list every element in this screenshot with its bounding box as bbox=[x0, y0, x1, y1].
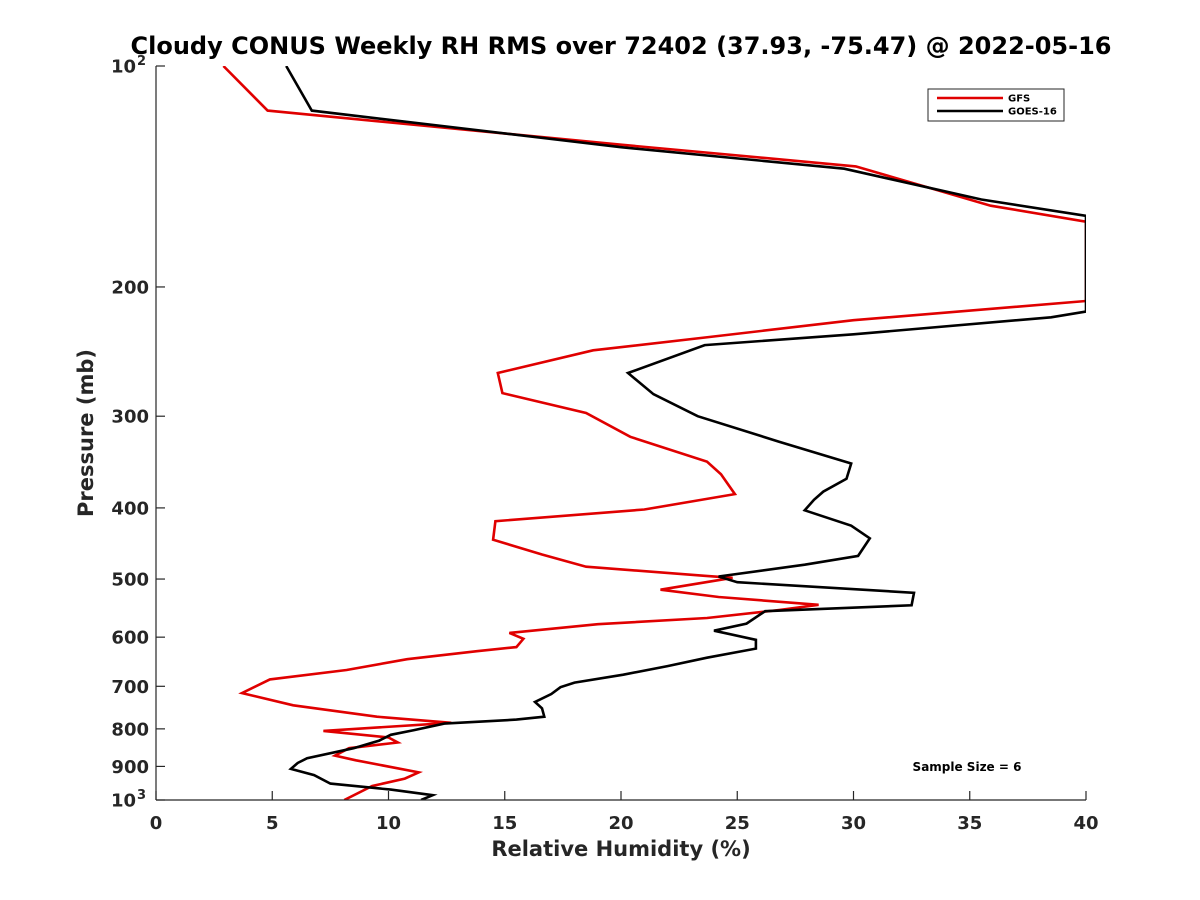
x-tick-label: 20 bbox=[608, 813, 633, 834]
y-tick-exponent: 3 bbox=[137, 788, 146, 803]
series-line-goes-16 bbox=[285, 66, 1086, 800]
legend-label: GOES-16 bbox=[1008, 107, 1057, 118]
y-axis-label: Pressure (mb) bbox=[74, 349, 98, 517]
y-tick-label: 900 bbox=[111, 757, 149, 778]
chart-title: Cloudy CONUS Weekly RH RMS over 72402 (3… bbox=[131, 32, 1112, 60]
y-tick-exponent: 2 bbox=[137, 54, 146, 69]
series-line-gfs bbox=[222, 66, 1086, 800]
y-tick-label: 600 bbox=[111, 628, 149, 649]
y-tick-label-power: 10 bbox=[111, 57, 136, 78]
y-tick-label: 400 bbox=[111, 498, 149, 519]
sample-size-annotation: Sample Size = 6 bbox=[913, 760, 1022, 774]
x-axis-label: Relative Humidity (%) bbox=[491, 837, 750, 861]
legend: GFS GOES-16 bbox=[927, 88, 1065, 122]
legend-box bbox=[927, 88, 1065, 122]
x-tick-label: 15 bbox=[492, 813, 517, 834]
y-tick-label: 200 bbox=[111, 277, 149, 298]
series-layer bbox=[222, 66, 1086, 800]
legend-label: GFS bbox=[1008, 94, 1030, 105]
x-tick-label: 0 bbox=[150, 813, 163, 834]
x-tick-label: 40 bbox=[1073, 813, 1098, 834]
x-tick-label: 5 bbox=[266, 813, 279, 834]
x-tick-label: 35 bbox=[957, 813, 982, 834]
y-tick-label: 700 bbox=[111, 677, 149, 698]
axes-layer: 0 5 10 15 20 25 30 35 40 200 300 400 500 600 700 800 900… bbox=[111, 54, 1099, 834]
y-tick-label-power: 10 bbox=[111, 791, 136, 812]
x-tick-label: 30 bbox=[841, 813, 866, 834]
y-tick-label: 800 bbox=[111, 719, 149, 740]
x-tick-label: 10 bbox=[376, 813, 401, 834]
x-tick-label: 25 bbox=[725, 813, 750, 834]
y-tick-label: 300 bbox=[111, 407, 149, 428]
y-tick-label: 500 bbox=[111, 570, 149, 591]
